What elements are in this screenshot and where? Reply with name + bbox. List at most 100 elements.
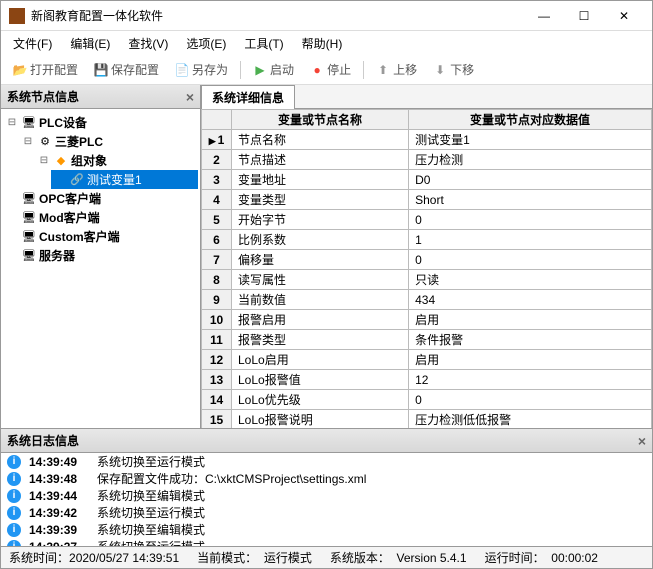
- cell-value: 启用: [409, 350, 652, 370]
- menubar: 文件(F) 编辑(E) 查找(V) 选项(E) 工具(T) 帮助(H): [1, 31, 652, 55]
- cell-value: 压力检测低低报警: [409, 410, 652, 429]
- collapse-icon[interactable]: ⊟: [5, 117, 19, 128]
- menu-file[interactable]: 文件(F): [5, 33, 60, 54]
- table-row[interactable]: 11 报警类型 条件报警: [202, 330, 652, 350]
- stop-button[interactable]: ●停止: [304, 58, 357, 81]
- tree-node-opc[interactable]: 🖥 OPC客户端: [3, 189, 198, 208]
- cell-name: 开始字节: [232, 210, 409, 230]
- client-icon: 🖥: [21, 192, 37, 206]
- open-config-button[interactable]: 📂打开配置: [7, 58, 84, 81]
- log-time: 14:39:48: [29, 472, 89, 486]
- left-panel-close-icon[interactable]: ×: [186, 89, 194, 105]
- collapse-icon[interactable]: ⊟: [37, 155, 51, 166]
- log-panel: 系统日志信息 × i 14:39:49 系统切换至运行模式i 14:39:48 …: [1, 428, 652, 546]
- save-config-button[interactable]: 💾保存配置: [88, 58, 165, 81]
- saveas-label: 另存为: [192, 61, 228, 78]
- log-row[interactable]: i 14:39:37 系统切换至运行模式: [1, 538, 652, 546]
- move-down-button[interactable]: ⬇下移: [427, 58, 480, 81]
- row-header: 4: [202, 190, 232, 210]
- client-icon: 🖥: [21, 230, 37, 244]
- status-time: 系统时间：2020/05/27 14:39:51: [9, 549, 179, 566]
- close-button[interactable]: ✕: [604, 2, 644, 30]
- row-header: 5: [202, 210, 232, 230]
- menu-edit[interactable]: 编辑(E): [62, 33, 118, 54]
- log-panel-close-icon[interactable]: ×: [638, 433, 646, 449]
- cell-name: LoLo启用: [232, 350, 409, 370]
- grid-col-name: 变量或节点名称: [232, 110, 409, 130]
- status-mode: 当前模式： 运行模式: [197, 549, 312, 566]
- cell-name: 变量类型: [232, 190, 409, 210]
- tree-node-server[interactable]: 🖥 服务器: [3, 246, 198, 265]
- table-row[interactable]: 15 LoLo报警说明 压力检测低低报警: [202, 410, 652, 429]
- start-button[interactable]: ▶启动: [247, 58, 300, 81]
- log-row[interactable]: i 14:39:49 系统切换至运行模式: [1, 453, 652, 470]
- info-icon: i: [7, 523, 21, 537]
- table-row[interactable]: 7 偏移量 0: [202, 250, 652, 270]
- start-label: 启动: [270, 61, 294, 78]
- row-header: 15: [202, 410, 232, 429]
- row-header: 8: [202, 270, 232, 290]
- row-header: 13: [202, 370, 232, 390]
- minimize-button[interactable]: —: [524, 2, 564, 30]
- tree-node-plc-root[interactable]: ⊟ 🖥 PLC设备: [3, 113, 198, 132]
- menu-help[interactable]: 帮助(H): [294, 33, 351, 54]
- log-message: 系统切换至运行模式: [97, 453, 205, 470]
- save-label: 保存配置: [111, 61, 159, 78]
- table-row[interactable]: 12 LoLo启用 启用: [202, 350, 652, 370]
- cell-value: 测试变量1: [409, 130, 652, 150]
- tree-label: PLC设备: [39, 114, 87, 131]
- tree-label: 测试变量1: [87, 171, 142, 188]
- menu-find[interactable]: 查找(V): [120, 33, 176, 54]
- stop-icon: ●: [310, 63, 324, 77]
- tree-node-group[interactable]: ⊟ ◆ 组对象: [35, 151, 198, 170]
- log-panel-title: 系统日志信息: [7, 432, 79, 449]
- move-up-button[interactable]: ⬆上移: [370, 58, 423, 81]
- table-row[interactable]: 4 变量类型 Short: [202, 190, 652, 210]
- tree-label: Mod客户端: [39, 209, 100, 226]
- log-row[interactable]: i 14:39:39 系统切换至编辑模式: [1, 521, 652, 538]
- menu-tools[interactable]: 工具(T): [236, 33, 291, 54]
- table-row[interactable]: 9 当前数值 434: [202, 290, 652, 310]
- cell-value: 1: [409, 230, 652, 250]
- main-area: 系统节点信息 × ⊟ 🖥 PLC设备 ⊟ ⚙ 三菱PLC: [1, 85, 652, 428]
- table-row[interactable]: 1 节点名称 测试变量1: [202, 130, 652, 150]
- table-row[interactable]: 6 比例系数 1: [202, 230, 652, 250]
- tree-node-variable[interactable]: 🔗 测试变量1: [51, 170, 198, 189]
- tree-node-custom[interactable]: 🖥 Custom客户端: [3, 227, 198, 246]
- cell-name: 比例系数: [232, 230, 409, 250]
- tree-node-mod[interactable]: 🖥 Mod客户端: [3, 208, 198, 227]
- table-row[interactable]: 13 LoLo报警值 12: [202, 370, 652, 390]
- table-row[interactable]: 3 变量地址 D0: [202, 170, 652, 190]
- cell-value: Short: [409, 190, 652, 210]
- tab-detail[interactable]: 系统详细信息: [201, 85, 295, 109]
- table-row[interactable]: 8 读写属性 只读: [202, 270, 652, 290]
- table-row[interactable]: 5 开始字节 0: [202, 210, 652, 230]
- detail-grid: 变量或节点名称 变量或节点对应数据值 1 节点名称 测试变量12 节点描述 压力…: [201, 109, 652, 428]
- tree-label: OPC客户端: [39, 190, 101, 207]
- toolbar-separator: [363, 61, 364, 79]
- log-row[interactable]: i 14:39:42 系统切换至运行模式: [1, 504, 652, 521]
- down-icon: ⬇: [433, 63, 447, 77]
- table-row[interactable]: 14 LoLo优先级 0: [202, 390, 652, 410]
- log-row[interactable]: i 14:39:44 系统切换至编辑模式: [1, 487, 652, 504]
- cell-value: 12: [409, 370, 652, 390]
- tree-node-mitsubishi[interactable]: ⊟ ⚙ 三菱PLC: [19, 132, 198, 151]
- client-icon: 🖥: [21, 211, 37, 225]
- plc-icon: ⚙: [37, 135, 53, 149]
- cell-value: 压力检测: [409, 150, 652, 170]
- maximize-button[interactable]: ☐: [564, 2, 604, 30]
- table-row[interactable]: 2 节点描述 压力检测: [202, 150, 652, 170]
- cell-name: LoLo报警值: [232, 370, 409, 390]
- saveas-button[interactable]: 📄另存为: [169, 58, 234, 81]
- log-body: i 14:39:49 系统切换至运行模式i 14:39:48 保存配置文件成功：…: [1, 453, 652, 546]
- collapse-icon[interactable]: ⊟: [21, 136, 35, 147]
- table-row[interactable]: 10 报警启用 启用: [202, 310, 652, 330]
- log-row[interactable]: i 14:39:48 保存配置文件成功：C:\xktCMSProject\set…: [1, 470, 652, 487]
- cell-name: 节点描述: [232, 150, 409, 170]
- tree: ⊟ 🖥 PLC设备 ⊟ ⚙ 三菱PLC ⊟ ◆ 组对象: [1, 109, 200, 428]
- menu-options[interactable]: 选项(E): [178, 33, 234, 54]
- down-label: 下移: [450, 61, 474, 78]
- log-message: 系统切换至运行模式: [97, 538, 205, 546]
- left-panel-title: 系统节点信息: [7, 88, 79, 105]
- log-time: 14:39:44: [29, 489, 89, 503]
